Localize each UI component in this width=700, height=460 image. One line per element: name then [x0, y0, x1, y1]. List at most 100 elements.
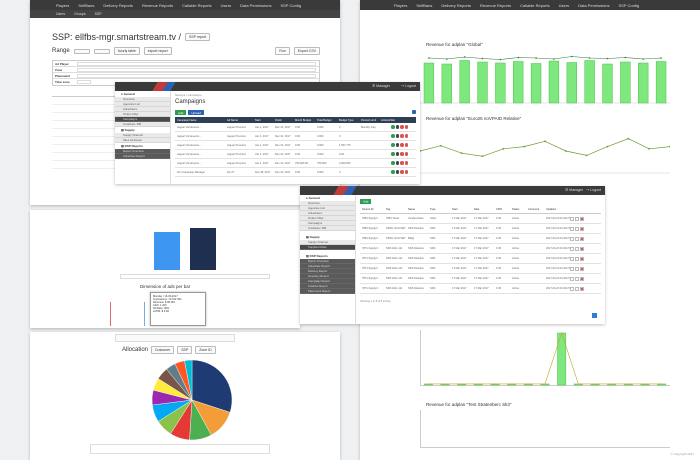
logout-link[interactable]: ↪ Logout — [401, 84, 416, 88]
sidebar-item[interactable]: Advertiser Report — [300, 264, 355, 269]
sidebar-item[interactable]: Campaign Report — [300, 279, 355, 284]
nav-item[interactable]: SelfBans — [416, 2, 433, 8]
sidebar-item-active[interactable]: Campaigns — [115, 117, 170, 122]
range-from[interactable] — [73, 48, 90, 54]
nav-item[interactable]: Users — [56, 12, 66, 16]
sidebar-item[interactable]: Delivery Report — [300, 269, 355, 274]
delete-icon[interactable] — [400, 152, 404, 156]
supply-row[interactable]: 7871 Supply1 SRS lnlds n11 SDS Dissolve SDS… — [360, 254, 601, 264]
sidebar-item[interactable]: Creatives / DB — [115, 122, 170, 127]
add-supply-button[interactable]: Add — [360, 198, 372, 204]
edit-icon[interactable] — [575, 276, 579, 281]
view-icon[interactable] — [570, 246, 574, 251]
supply-row[interactable]: 7871 Supply1 SRS lnlds n11 SDS Dissolve SDS… — [360, 274, 601, 284]
delete-icon[interactable] — [400, 170, 404, 174]
pause-icon[interactable] — [404, 125, 408, 129]
edit-icon[interactable] — [395, 161, 399, 165]
filter-input[interactable] — [77, 61, 316, 66]
sidebar-item[interactable]: Sites Ad Zones — [115, 138, 170, 143]
nav-item[interactable]: Revenue Reports — [141, 2, 174, 8]
view-icon[interactable] — [570, 266, 574, 271]
nav-item[interactable]: Callable Reports — [520, 2, 550, 8]
sidebar-item[interactable]: Inventory Report — [300, 274, 355, 279]
sidebar-item[interactable]: Agencies List — [115, 102, 170, 107]
view-icon[interactable] — [570, 216, 574, 221]
pause-icon[interactable] — [404, 161, 408, 165]
nav-item[interactable]: Players — [394, 2, 408, 8]
column-header[interactable]: Ad Name — [227, 118, 238, 122]
nav-item[interactable]: Groups — [74, 12, 86, 16]
supply-row[interactable]: 7871 Supply1 SRS lnlds n11 SDS Dissolve SDS… — [360, 244, 601, 254]
upload-button[interactable]: Upload — [188, 110, 204, 115]
delete-icon[interactable] — [580, 266, 584, 271]
campaign-row[interactable]: Jaguar Vorsteuerre... Jaguar Premium Jan 1… — [175, 150, 416, 159]
column-header[interactable]: Actions/Stat — [381, 118, 395, 122]
edit-icon[interactable] — [395, 152, 399, 156]
pause-icon[interactable] — [404, 170, 408, 174]
export-csv-button[interactable]: Export CSV — [293, 47, 320, 55]
nav-item[interactable]: Revenue Reports — [479, 2, 512, 8]
edit-icon[interactable] — [395, 134, 399, 138]
sidebar-reports[interactable]: ▥ DSP Reports — [306, 254, 328, 258]
view-icon[interactable] — [570, 226, 574, 231]
nav-item[interactable]: Users — [558, 2, 570, 8]
manager-link[interactable]: ☰ Manager — [372, 84, 390, 88]
nav-item[interactable]: Delivery Reports — [441, 2, 471, 8]
delete-icon[interactable] — [580, 246, 584, 251]
column-header[interactable]: Source ID — [362, 208, 374, 211]
nav-item[interactable]: Delivery Reports — [103, 2, 133, 8]
sidebar-item[interactable]: Creatives / DB — [300, 226, 355, 231]
supply-row[interactable]: 7881 Supply1 SRSO nbn2 NET BMgl SDS 17 Mar 2… — [360, 234, 601, 244]
sidebar-item[interactable]: Agencies List — [300, 206, 355, 211]
delete-icon[interactable] — [580, 286, 584, 291]
add-button[interactable]: Add — [175, 110, 187, 115]
sidebar-item[interactable]: Orders Filter — [115, 112, 170, 117]
sidebar-item[interactable]: Placement Report — [300, 289, 355, 294]
sidebar-item[interactable]: Overview — [115, 97, 170, 102]
stats-icon[interactable] — [391, 143, 395, 147]
column-header[interactable]: Budget Type — [339, 118, 354, 122]
supply-row[interactable]: 7881 Supply1 SRSO nbn2 NET SDS Dissolve SDS… — [360, 224, 601, 234]
edit-icon[interactable] — [575, 226, 579, 231]
stats-icon[interactable] — [391, 152, 395, 156]
column-header[interactable]: Date — [474, 208, 480, 211]
view-icon[interactable] — [570, 286, 574, 291]
column-header[interactable]: CPM — [496, 208, 502, 211]
sidebar-item[interactable]: Supply Channel — [115, 133, 170, 138]
pause-icon[interactable] — [404, 143, 408, 147]
column-header[interactable]: Status — [512, 208, 520, 211]
nav-item[interactable]: Callable Reports — [182, 2, 212, 8]
filter-input[interactable] — [77, 73, 316, 78]
campaign-row[interactable]: Jaguar Vorsteuerre... Jaguar Premium Jan 1… — [175, 141, 416, 150]
delete-icon[interactable] — [580, 256, 584, 261]
nav-item[interactable]: SSP Config — [280, 2, 302, 8]
column-header[interactable]: Start — [452, 208, 458, 211]
export-report-button[interactable]: export report — [143, 47, 172, 55]
stats-icon[interactable] — [391, 161, 395, 165]
column-header[interactable]: Percent Limit — [361, 118, 377, 122]
column-header[interactable]: Total Budget — [317, 118, 332, 122]
stats-icon[interactable] — [391, 170, 395, 174]
view-icon[interactable] — [570, 276, 574, 281]
sidebar-item[interactable]: Report Overview — [300, 259, 355, 264]
supply-row[interactable]: 7871 Supply1 SRS lnlds n11 SDS Dissolve SDS… — [360, 264, 601, 274]
info-icon[interactable] — [412, 110, 416, 114]
edit-icon[interactable] — [575, 246, 579, 251]
sidebar-item[interactable]: Campaigns — [300, 221, 355, 226]
sidebar-item[interactable]: Creative Report — [300, 284, 355, 289]
column-header[interactable]: Finish — [275, 118, 282, 122]
delete-icon[interactable] — [580, 276, 584, 281]
campaign-row[interactable]: Jaguar Vorsteuerre... Jaguar Premium Jan 1… — [175, 159, 416, 168]
sidebar-supply[interactable]: ▤ Supply — [121, 128, 135, 132]
column-header[interactable]: Comment — [528, 208, 540, 211]
filter-input[interactable] — [77, 80, 91, 84]
column-header[interactable]: Type — [430, 208, 436, 211]
sidebar-item[interactable]: Report Overview — [115, 149, 170, 154]
manager-link[interactable]: ☰ Manager — [565, 188, 583, 192]
nav-item[interactable]: Data Permissions — [240, 2, 272, 8]
filter-input[interactable] — [77, 67, 316, 72]
edit-icon[interactable] — [575, 216, 579, 221]
nav-item[interactable]: Users — [220, 2, 232, 8]
sidebar-item[interactable]: Advertisers — [115, 107, 170, 112]
nav-item[interactable]: SSP — [94, 12, 102, 16]
